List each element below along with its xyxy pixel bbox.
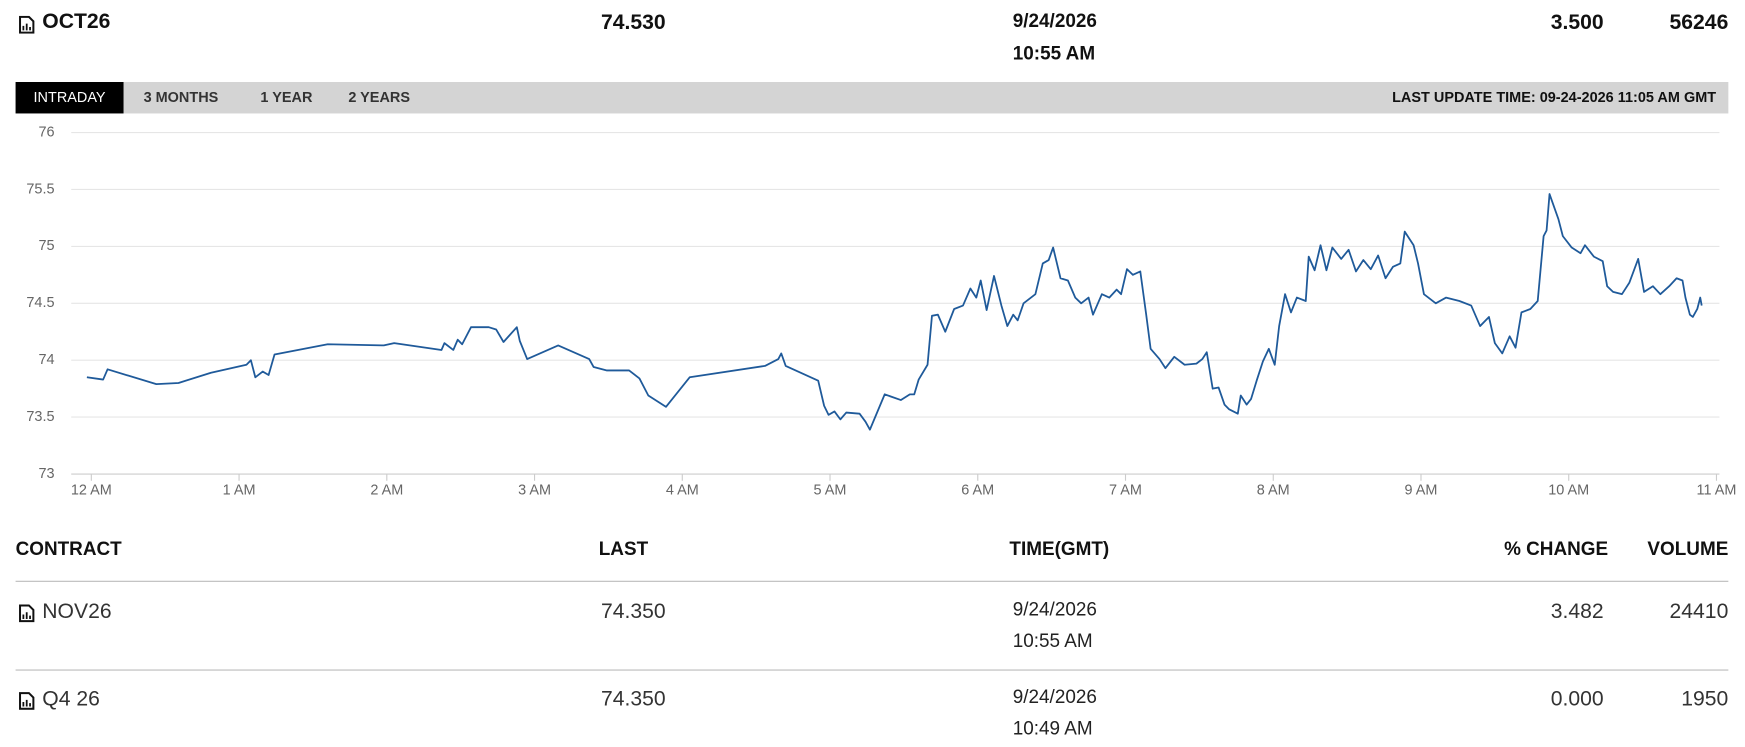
y-tick-label: 73.5 [26, 409, 54, 425]
cell-time: 10:55 AM [1012, 630, 1093, 652]
column-header: VOLUME [1647, 538, 1729, 560]
tab[interactable]: INTRADAY [15, 82, 124, 114]
header-time: 10:55 AM [1012, 42, 1096, 65]
cell-last: 74.350 [600, 687, 666, 712]
column-header: LAST [598, 538, 649, 560]
last-update: LAST UPDATE TIME: 09-24-2026 11:05 AM GM… [1392, 88, 1717, 106]
contract-icon [19, 15, 35, 34]
tab[interactable]: 3 MONTHS [143, 88, 219, 106]
y-tick-label: 76 [38, 124, 54, 140]
column-header: TIME(GMT) [1009, 538, 1110, 560]
y-tick-label: 74 [38, 352, 54, 368]
y-tick-label: 75 [38, 238, 54, 254]
y-tick-label: 74.5 [26, 295, 54, 311]
x-tick-label: 10 AM [1548, 483, 1589, 499]
cell-contract[interactable]: NOV26 [42, 599, 112, 624]
cell-contract[interactable]: Q4 26 [42, 687, 100, 712]
x-tick-label: 6 AM [961, 483, 994, 499]
x-tick-label: 5 AM [814, 483, 847, 499]
x-tick-label: 12 AM [71, 483, 112, 499]
cell-volume: 24410 [1669, 599, 1729, 624]
price-line [86, 193, 1703, 431]
x-tick-label: 3 AM [518, 483, 551, 499]
x-tick-label: 9 AM [1405, 483, 1438, 499]
tab-bar [15, 82, 1729, 114]
cell-volume: 1950 [1681, 687, 1729, 712]
x-tick-label: 8 AM [1257, 483, 1290, 499]
x-tick-label: 1 AM [223, 483, 256, 499]
header-volume: 56246 [1669, 11, 1729, 35]
cell-change: 0.000 [1550, 687, 1604, 712]
x-tick-label: 7 AM [1109, 483, 1142, 499]
divider [15, 580, 1729, 582]
x-tick-label: 4 AM [666, 483, 699, 499]
contract-icon [19, 692, 35, 710]
cell-change: 3.482 [1550, 599, 1604, 624]
header-contract: OCT26 [42, 10, 111, 34]
tab[interactable]: 2 YEARS [348, 88, 410, 106]
tab[interactable]: 1 YEAR [260, 88, 313, 106]
x-tick-label: 2 AM [370, 483, 403, 499]
header-last: 74.530 [600, 11, 666, 35]
y-tick-label: 73 [38, 466, 54, 482]
y-tick-label: 75.5 [26, 181, 54, 197]
cell-date: 9/24/2026 [1012, 686, 1097, 708]
cell-last: 74.350 [600, 599, 666, 624]
contract-icon [19, 604, 35, 623]
divider [15, 669, 1729, 671]
column-header: % CHANGE [1504, 538, 1609, 560]
header-date: 9/24/2026 [1012, 10, 1097, 32]
chart: 73 73.5 74 74.5 75 75.5 76 12 AM 1 AM 2 AM 3 AM 4 A… [26, 124, 1737, 499]
x-tick-label: 11 AM [1697, 483, 1737, 499]
cell-time: 10:49 AM [1012, 717, 1093, 740]
column-header: CONTRACT [15, 538, 122, 560]
header-change: 3.500 [1550, 11, 1604, 35]
cell-date: 9/24/2026 [1012, 598, 1097, 621]
